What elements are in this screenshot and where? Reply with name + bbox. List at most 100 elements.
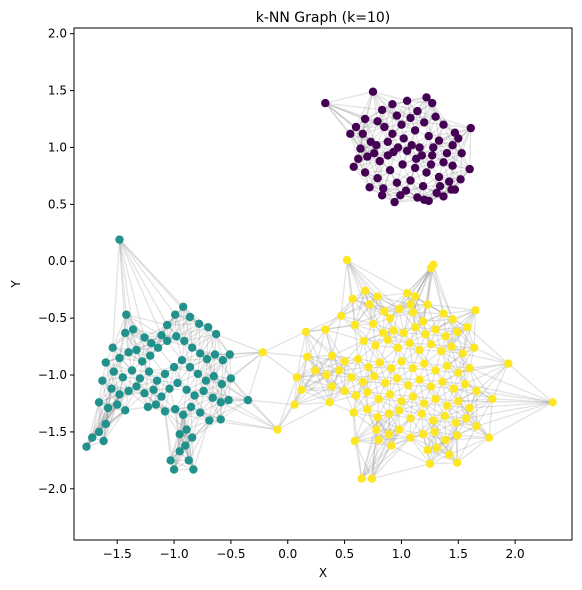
graph-edge [220, 399, 249, 420]
graph-edge [262, 351, 298, 378]
graph-edge [383, 332, 410, 344]
graph-edge [426, 420, 434, 451]
graph-edge [340, 295, 378, 317]
graph-edge [101, 380, 109, 409]
graph-edge [407, 100, 433, 104]
graph-edge [372, 91, 408, 102]
graph-edge [205, 380, 222, 403]
data-point [417, 151, 427, 160]
y-tick-label: −0.5 [38, 311, 67, 325]
data-point [101, 358, 111, 367]
graph-edge [344, 340, 365, 362]
graph-edge [403, 304, 412, 334]
data-point [210, 350, 220, 359]
data-point [370, 372, 379, 381]
graph-edge [182, 306, 185, 341]
graph-edge [408, 343, 414, 369]
data-point [385, 166, 395, 175]
data-point [396, 191, 405, 200]
graph-edge [354, 433, 390, 442]
graph-edge [173, 366, 188, 391]
graph-edge [331, 340, 365, 357]
data-point [488, 394, 497, 404]
graph-edge [208, 399, 249, 422]
graph-edge [457, 400, 478, 427]
data-point [439, 158, 448, 167]
data-point [368, 87, 378, 96]
graph-edge [293, 356, 308, 405]
data-point [216, 415, 225, 424]
graph-edge [324, 102, 357, 128]
graph-edge [197, 373, 223, 385]
graph-edge [387, 339, 403, 362]
graph-edge [428, 132, 455, 137]
graph-edge [98, 407, 109, 433]
graph-edge [105, 362, 113, 389]
graph-edge [349, 133, 375, 154]
graph-edge [379, 161, 384, 189]
graph-edge [346, 259, 408, 294]
data-point [457, 149, 466, 158]
graph-edge [324, 329, 346, 362]
graph-edge [458, 362, 509, 374]
graph-edge [432, 264, 454, 320]
graph-edge [433, 137, 459, 149]
data-point [418, 182, 428, 191]
graph-edge [353, 412, 363, 479]
graph-edge [124, 392, 145, 411]
data-point [363, 152, 372, 161]
graph-edge [451, 138, 459, 166]
data-point [349, 408, 358, 417]
data-point [367, 474, 377, 483]
graph-edge [206, 358, 223, 385]
graph-edge [183, 326, 209, 342]
data-point [406, 414, 415, 423]
graph-edge [190, 406, 193, 438]
graph-edge [455, 422, 490, 439]
graph-edge [432, 419, 458, 436]
graph-edge [390, 410, 400, 446]
y-tick-label: 0.5 [48, 197, 67, 211]
data-point [442, 401, 452, 410]
graph-edge [118, 239, 127, 315]
y-tick-label: −1.5 [38, 425, 67, 439]
data-point [439, 120, 448, 129]
graph-edge [229, 351, 263, 356]
graph-edge [324, 102, 362, 149]
data-point [426, 263, 436, 273]
graph-edge [183, 414, 210, 422]
graph-edge [456, 309, 476, 333]
data-point [410, 126, 420, 135]
data-point [94, 427, 104, 437]
graph-edge [409, 437, 431, 465]
graph-edge [189, 316, 193, 348]
graph-edge [230, 377, 278, 431]
graph-edge [453, 367, 471, 390]
graph-edge [373, 153, 379, 179]
graph-edge [296, 376, 333, 388]
data-point [454, 134, 463, 143]
data-point [392, 374, 402, 383]
graph-edge [445, 425, 477, 441]
graph-edge [353, 412, 356, 442]
data-point [327, 351, 337, 360]
graph-edge [173, 414, 184, 470]
data-point [211, 329, 221, 339]
data-point [193, 369, 203, 379]
data-point [258, 348, 267, 357]
data-point [160, 369, 170, 379]
data-point [186, 402, 196, 412]
graph-edge [340, 290, 366, 317]
data-point [157, 331, 166, 340]
graph-edge [466, 401, 553, 419]
data-point [322, 370, 331, 380]
graph-edge [118, 332, 126, 359]
data-point [431, 394, 440, 404]
graph-edge [124, 332, 151, 357]
data-point [301, 327, 311, 336]
data-point [348, 294, 357, 303]
data-point [342, 255, 352, 265]
data-point [371, 341, 380, 350]
data-point [82, 442, 91, 451]
data-point [450, 185, 460, 194]
